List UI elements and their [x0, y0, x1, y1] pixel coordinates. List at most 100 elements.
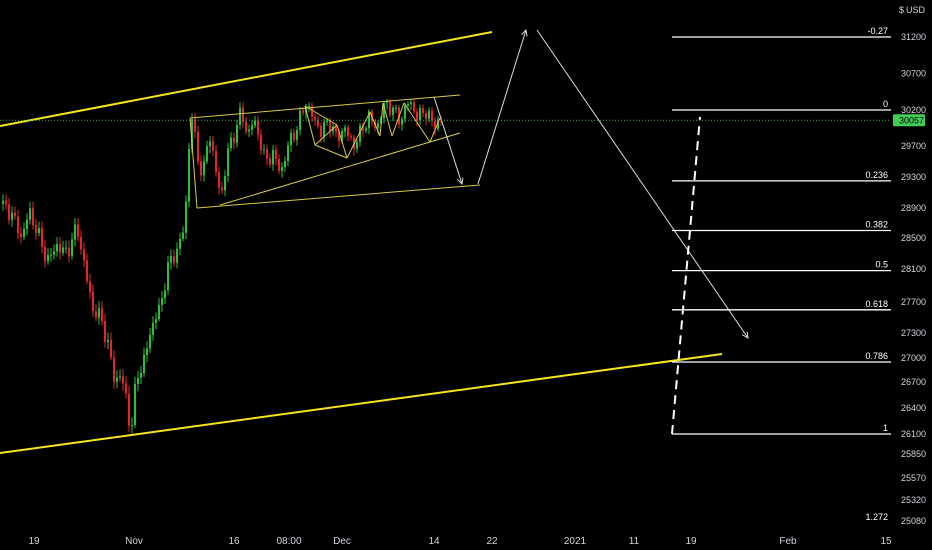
projection-arrow-target	[536, 29, 748, 338]
candle-body	[260, 134, 262, 150]
candle-body	[290, 133, 292, 146]
candle-body	[2, 200, 4, 205]
candle-body	[77, 224, 79, 237]
pattern-wave-line	[304, 105, 316, 146]
candle-body	[212, 141, 214, 151]
fib-level-label: 0.236	[865, 170, 888, 180]
candle-body	[392, 107, 394, 115]
price-box-bg	[893, 114, 925, 127]
price-tick-label: 28100	[901, 264, 926, 274]
candle-body	[329, 121, 331, 132]
candle-body	[230, 137, 232, 149]
candle-body	[266, 149, 268, 159]
candle-body	[44, 246, 46, 262]
candle-body	[38, 228, 40, 233]
pattern-wave-line	[382, 102, 393, 137]
time-tick-label: 16	[228, 536, 240, 547]
time-axis[interactable]: 19 Nov 16 08:00 Dec 14 22 2021 11 19 Feb 15	[28, 536, 892, 547]
time-tick-label: 14	[428, 536, 440, 547]
candle-body	[143, 354, 145, 373]
price-tick-label: 26100	[901, 429, 926, 439]
projection-arrows	[433, 29, 748, 338]
channel-lower-line	[0, 353, 723, 454]
candlestick-series	[2, 98, 442, 434]
price-tick-label: 31200	[901, 32, 926, 42]
candle-body	[137, 378, 139, 384]
candle-body	[410, 102, 412, 104]
candle-body	[386, 101, 388, 104]
candle-body	[14, 212, 16, 217]
pattern-boundary-line	[196, 184, 481, 209]
candle-body	[314, 116, 316, 120]
candle-body	[149, 334, 151, 349]
candle-body	[218, 172, 220, 188]
price-tick-label: 28900	[901, 203, 926, 213]
candle-body	[167, 262, 169, 291]
candle-body	[269, 158, 271, 165]
candle-body	[104, 321, 106, 342]
price-tick-label: 27300	[901, 328, 926, 338]
candle-body	[98, 308, 100, 318]
candle-body	[407, 104, 409, 106]
candle-body	[302, 110, 304, 113]
current-price-line: 30057	[0, 114, 925, 127]
candle-body	[56, 243, 58, 252]
price-axis[interactable]: 31200 30700 30200 29700 29300 28900 28500 28100…	[901, 32, 926, 526]
candle-body	[233, 137, 235, 143]
candle-body	[86, 260, 88, 282]
pattern-wave-line	[336, 124, 348, 159]
candle-body	[203, 161, 205, 176]
candle-body	[377, 123, 379, 128]
fib-level-label: 0.382	[865, 220, 888, 230]
fib-level-label: 1.272	[865, 512, 888, 522]
time-tick-label: 08:00	[276, 536, 301, 547]
candle-body	[254, 120, 256, 126]
price-tick-label: 28500	[901, 233, 926, 243]
pattern-wave-line	[379, 102, 384, 137]
candle-body	[356, 141, 358, 149]
candle-body	[326, 121, 328, 123]
candle-body	[311, 106, 313, 117]
candle-body	[419, 107, 421, 121]
candle-body	[344, 127, 346, 132]
candle-body	[188, 149, 190, 202]
candle-body	[320, 126, 322, 137]
candle-body	[50, 254, 52, 256]
candle-body	[65, 247, 67, 249]
price-tick-label: 27000	[901, 353, 926, 363]
time-tick-label: 15	[880, 536, 892, 547]
time-tick-label: 19	[685, 536, 697, 547]
candle-body	[227, 148, 229, 176]
candle-body	[224, 175, 226, 191]
price-tick-label: 26700	[901, 377, 926, 387]
candle-body	[338, 131, 340, 142]
channel-upper-line	[0, 31, 493, 127]
candle-body	[83, 249, 85, 261]
candle-body	[35, 225, 37, 233]
time-tick-label: 11	[629, 536, 640, 547]
time-tick-label: Dec	[333, 536, 351, 547]
candle-body	[176, 248, 178, 263]
currency-label[interactable]: USD	[906, 5, 926, 15]
candle-body	[434, 120, 436, 130]
fib-level-label: -0.27	[867, 26, 888, 36]
candle-body	[197, 131, 199, 162]
candle-body	[80, 236, 82, 250]
candle-body	[164, 290, 166, 299]
candle-body	[296, 129, 298, 140]
candle-body	[404, 105, 406, 119]
candle-body	[185, 201, 187, 233]
fib-trend-line	[671, 116, 701, 435]
candle-body	[29, 208, 31, 220]
projection-arrow-down	[433, 96, 462, 184]
current-price-value: 30057	[899, 115, 924, 125]
candle-body	[422, 107, 424, 114]
candle-body	[119, 376, 121, 378]
time-tick-label: 22	[486, 536, 498, 547]
pattern-wave-line	[403, 102, 431, 143]
candle-body	[248, 129, 250, 132]
currency-symbol: $	[899, 5, 904, 15]
price-tick-label: 25850	[901, 449, 926, 459]
time-tick-label: Feb	[779, 536, 797, 547]
